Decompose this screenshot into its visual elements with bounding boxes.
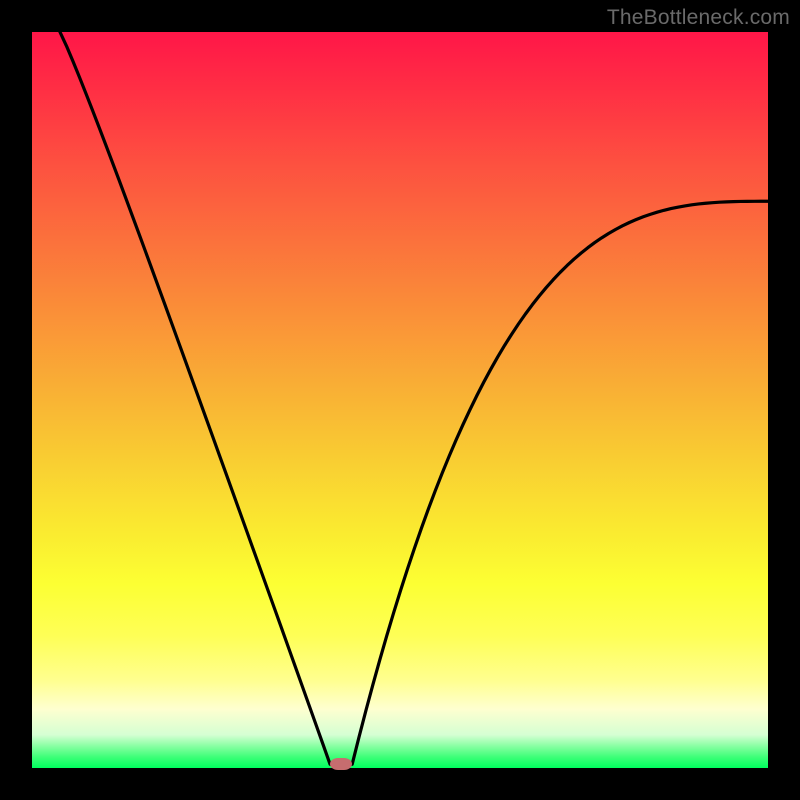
- bottleneck-curve: [32, 32, 768, 768]
- plot-area: [32, 32, 768, 768]
- watermark-text: TheBottleneck.com: [607, 6, 790, 30]
- optimum-marker: [330, 758, 352, 770]
- chart-container: TheBottleneck.com: [0, 0, 800, 800]
